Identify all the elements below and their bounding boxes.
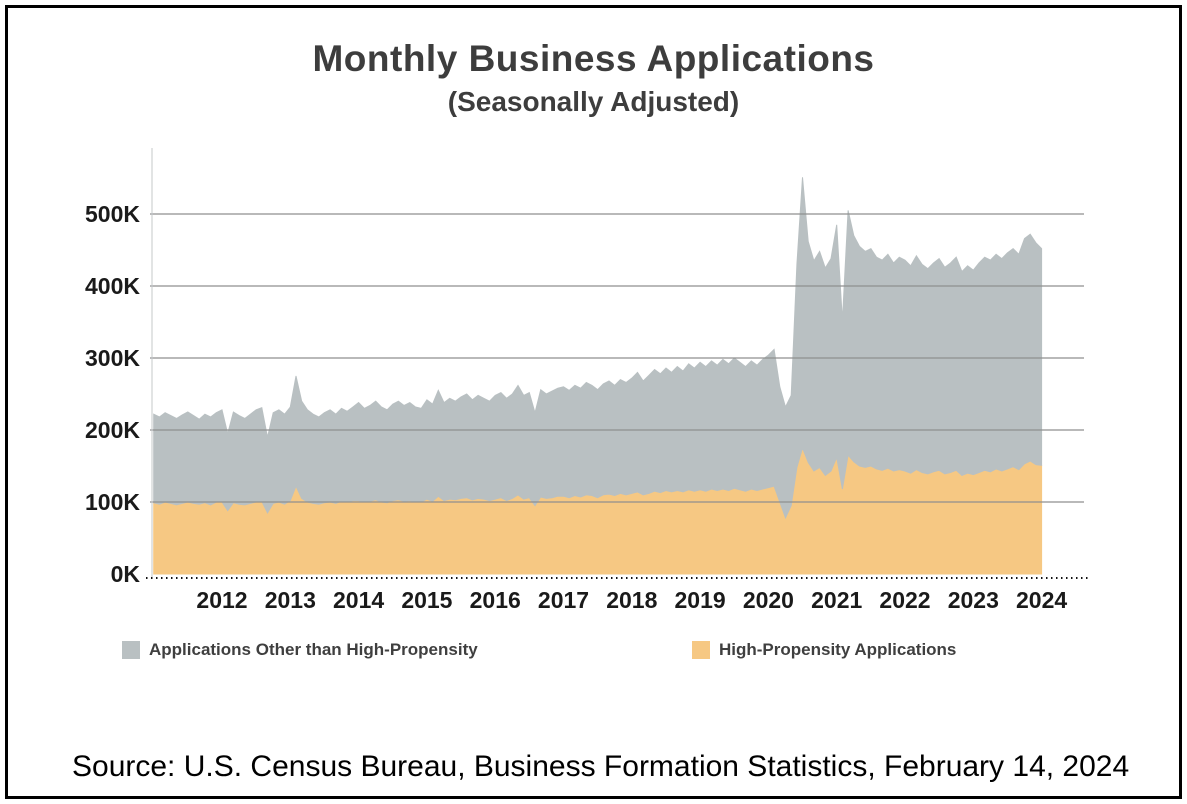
svg-text:2023: 2023 [948, 587, 999, 613]
svg-text:2020: 2020 [743, 587, 794, 613]
chart-subtitle: (Seasonally Adjusted) [447, 86, 740, 117]
svg-text:2012: 2012 [196, 587, 247, 613]
svg-text:2015: 2015 [401, 587, 452, 613]
svg-text:400K: 400K [85, 273, 140, 299]
legend-label-other: Applications Other than High-Propensity [149, 640, 478, 659]
svg-text:2021: 2021 [811, 587, 862, 613]
chart-title: Monthly Business Applications [312, 38, 875, 79]
svg-text:100K: 100K [85, 489, 140, 515]
svg-text:2024: 2024 [1016, 587, 1067, 613]
svg-text:2019: 2019 [675, 587, 726, 613]
svg-text:2016: 2016 [470, 587, 521, 613]
svg-text:2013: 2013 [265, 587, 316, 613]
svg-text:2014: 2014 [333, 587, 384, 613]
svg-text:2022: 2022 [879, 587, 930, 613]
svg-text:0K: 0K [111, 561, 141, 587]
svg-text:2017: 2017 [538, 587, 589, 613]
source-caption: Source: U.S. Census Bureau, Business For… [72, 750, 1130, 783]
legend-swatch-other [122, 641, 140, 659]
svg-text:500K: 500K [85, 201, 140, 227]
legend-swatch-high-propensity [692, 641, 710, 659]
svg-text:200K: 200K [85, 417, 140, 443]
svg-text:300K: 300K [85, 345, 140, 371]
legend-item-other: Applications Other than High-Propensity [122, 640, 478, 660]
legend-item-high-propensity: High-Propensity Applications [692, 640, 956, 660]
svg-text:2018: 2018 [606, 587, 657, 613]
legend-label-high-propensity: High-Propensity Applications [719, 640, 957, 659]
